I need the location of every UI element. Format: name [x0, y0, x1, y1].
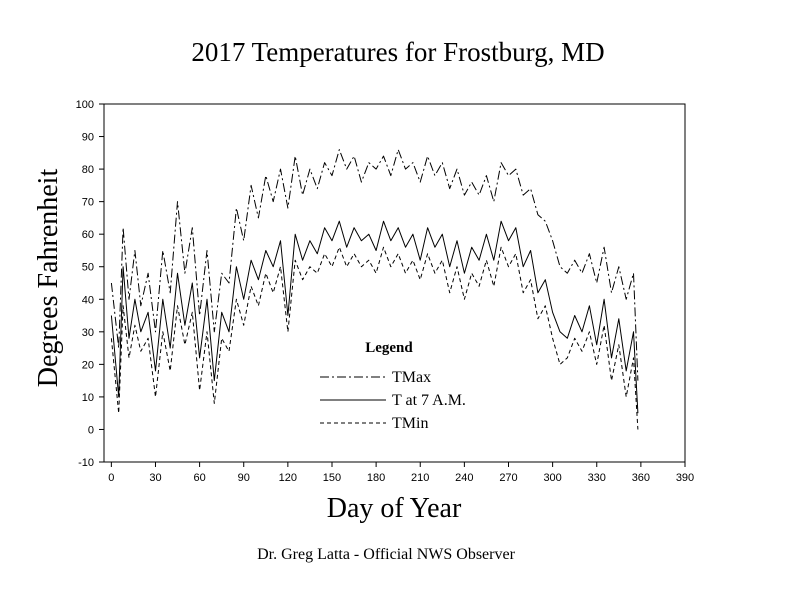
data-series	[110, 149, 639, 430]
y-tick-label: 10	[82, 392, 94, 404]
legend-title: Legend	[365, 340, 413, 356]
series-line-tmin	[110, 246, 639, 430]
x-tick-label: 390	[676, 472, 694, 484]
y-tick-label: 60	[82, 229, 94, 241]
y-tick-label: 0	[88, 424, 94, 436]
y-tick-label: -10	[78, 457, 94, 469]
chart-title: 2017 Temperatures for Frostburg, MD	[191, 37, 604, 67]
x-tick-label: 360	[632, 472, 650, 484]
x-tick-label: 180	[367, 472, 385, 484]
y-tick-label: 20	[82, 359, 94, 371]
y-tick-label: 90	[82, 132, 94, 144]
y-tick-label: 40	[82, 294, 94, 306]
y-tick-label: 50	[82, 262, 94, 274]
x-tick-label: 270	[499, 472, 517, 484]
legend-entry-tmax: TMax	[392, 369, 431, 386]
x-tick-label: 120	[279, 472, 297, 484]
y-axis-label: Degrees Fahrenheit	[33, 169, 64, 388]
plot-frame	[103, 103, 686, 463]
legend-entry-tmin: TMin	[392, 415, 428, 432]
x-tick-label: 90	[238, 472, 250, 484]
y-tick-label: 30	[82, 327, 94, 339]
legend-entry-t7am: T at 7 A.M.	[392, 392, 466, 409]
x-tick-label: 240	[455, 472, 473, 484]
x-tick-label: 0	[108, 472, 114, 484]
y-tick-label: 100	[76, 99, 94, 111]
legend: Legend TMax T at 7 A.M. TMin	[320, 340, 466, 432]
x-tick-label: 30	[149, 472, 161, 484]
y-tick-label: 70	[82, 197, 94, 209]
x-tick-label: 60	[193, 472, 205, 484]
y-tick-label: 80	[82, 164, 94, 176]
series-line-t-at-7-a-m	[110, 220, 639, 414]
x-tick-label: 330	[588, 472, 606, 484]
x-axis-label: Day of Year	[327, 493, 462, 524]
x-tick-label: 210	[411, 472, 429, 484]
x-tick-label: 150	[323, 472, 341, 484]
series-line-tmax	[110, 149, 639, 381]
x-tick-label: 300	[543, 472, 561, 484]
axis-ticks: 0 30 60 90 120 150 180 210 240 270 300 330 360 390-10…	[76, 99, 695, 484]
footer-credit: Dr. Greg Latta - Official NWS Observer	[257, 546, 516, 563]
